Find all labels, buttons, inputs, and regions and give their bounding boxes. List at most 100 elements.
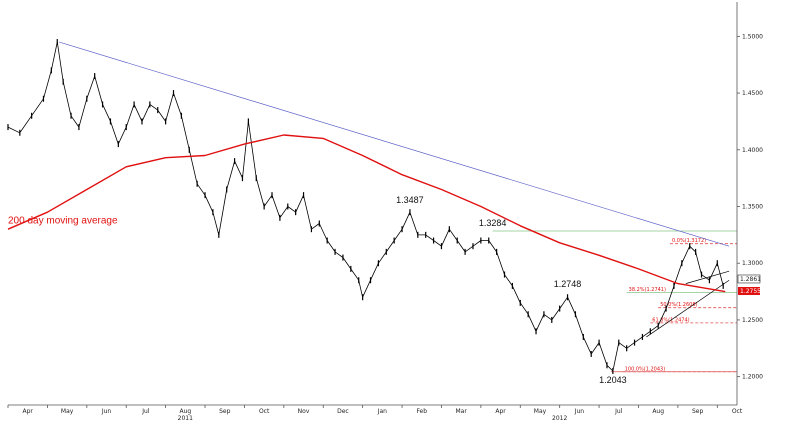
price-bar xyxy=(42,95,45,102)
price-bar xyxy=(574,311,577,318)
price-bar xyxy=(472,243,474,250)
price-bar xyxy=(133,101,135,108)
series-lines xyxy=(7,39,726,374)
y-tick-label: 1.4000 xyxy=(742,147,763,154)
price-bar xyxy=(464,248,466,255)
price-bar xyxy=(56,39,58,46)
last-price-tag xyxy=(737,274,761,284)
price-bar xyxy=(334,248,336,255)
axes: 1.2861 1.2755 1.5000 1.4500 1.4000 1.3500 1.30… xyxy=(7,2,763,422)
price-bar xyxy=(626,345,628,352)
price-bar xyxy=(19,129,21,136)
y-tick-label: 1.3000 xyxy=(742,260,763,267)
price-line xyxy=(7,41,724,372)
x-tick-label: May xyxy=(61,408,74,415)
year-label: 2012 xyxy=(552,415,567,422)
x-tick-label: Jan xyxy=(377,408,387,415)
x-tick-label: Oct xyxy=(259,408,270,415)
price-bar xyxy=(172,90,175,97)
price-annotation: 1.2748 xyxy=(554,279,582,289)
price-bar xyxy=(665,305,667,312)
price-bar xyxy=(180,112,182,119)
price-bar xyxy=(385,248,387,255)
price-bar xyxy=(165,118,167,125)
price-bar xyxy=(318,220,320,227)
price-bar xyxy=(393,237,395,244)
price-annotation: 1.3487 xyxy=(396,195,424,205)
price-bar xyxy=(519,299,521,306)
price-bar xyxy=(590,350,592,357)
price-bar xyxy=(543,311,545,318)
price-bar xyxy=(263,203,265,210)
price-bar xyxy=(188,146,190,153)
trend-line xyxy=(685,270,730,284)
x-tick-label: Aug xyxy=(179,408,191,415)
ma-label: 200 day moving average xyxy=(8,216,118,227)
price-bar xyxy=(649,328,651,335)
y-tick-label: 1.5000 xyxy=(742,33,763,40)
price-bar xyxy=(50,67,52,74)
price-bar xyxy=(271,192,273,199)
trend-line xyxy=(59,41,730,247)
price-bar xyxy=(598,339,600,346)
price-bar xyxy=(606,362,608,369)
price-bar xyxy=(241,175,244,182)
price-bar xyxy=(125,124,127,131)
price-bar xyxy=(326,237,328,244)
price-bar xyxy=(31,112,33,119)
x-tick-label: Jul xyxy=(614,408,623,415)
price-bar xyxy=(689,243,691,250)
y-tick-label: 1.2000 xyxy=(742,374,763,381)
annotations: 200 day moving average 1.3487 1.3284 1.2748… xyxy=(8,195,627,385)
price-bar xyxy=(247,118,249,125)
price-bar xyxy=(503,271,506,278)
price-bar xyxy=(480,237,482,244)
fib-level-label: 100.0%(1.2043) xyxy=(625,366,666,372)
fib-level-label: 38.2%(1.2741) xyxy=(629,287,666,293)
price-bar xyxy=(78,124,80,131)
price-bar xyxy=(409,209,411,216)
price-bar xyxy=(566,294,569,301)
x-tick-label: Mar xyxy=(455,408,467,415)
price-bar xyxy=(295,209,297,216)
price-bar xyxy=(681,260,683,267)
price-bar xyxy=(641,333,644,340)
price-annotation: 1.2043 xyxy=(599,375,627,385)
price-bar xyxy=(722,282,724,289)
price-bar xyxy=(141,118,143,125)
price-bar xyxy=(695,248,697,255)
x-tick-label: Feb xyxy=(416,408,427,415)
price-bar xyxy=(633,339,636,346)
price-bar xyxy=(7,124,9,131)
price-bar xyxy=(527,311,529,318)
x-tick-label: Sep xyxy=(219,408,231,415)
price-bar xyxy=(70,112,72,119)
price-bar xyxy=(425,231,427,238)
moving-average-line xyxy=(7,134,726,293)
price-bar xyxy=(362,294,364,301)
price-bar xyxy=(94,73,96,80)
price-bar xyxy=(86,95,88,102)
x-tick-label: Oct xyxy=(732,408,743,415)
price-bar xyxy=(255,175,257,182)
x-tick-label: Aug xyxy=(652,408,664,415)
x-tick-label: May xyxy=(534,408,547,415)
price-bar xyxy=(62,78,64,85)
price-bar xyxy=(716,260,718,267)
price-bar xyxy=(432,237,435,244)
price-bar xyxy=(101,101,104,108)
price-bar xyxy=(673,282,675,289)
price-bar xyxy=(456,237,458,244)
price-bar xyxy=(377,260,380,267)
price-bar xyxy=(369,277,372,284)
price-bar xyxy=(700,271,703,278)
price-bar xyxy=(657,322,659,329)
price-bar xyxy=(551,316,553,323)
price-bar xyxy=(226,186,228,193)
price-bar xyxy=(302,192,305,199)
price-bar xyxy=(488,237,490,244)
price-bar xyxy=(401,226,403,233)
price-bar xyxy=(157,107,159,114)
price-bar xyxy=(109,118,112,125)
